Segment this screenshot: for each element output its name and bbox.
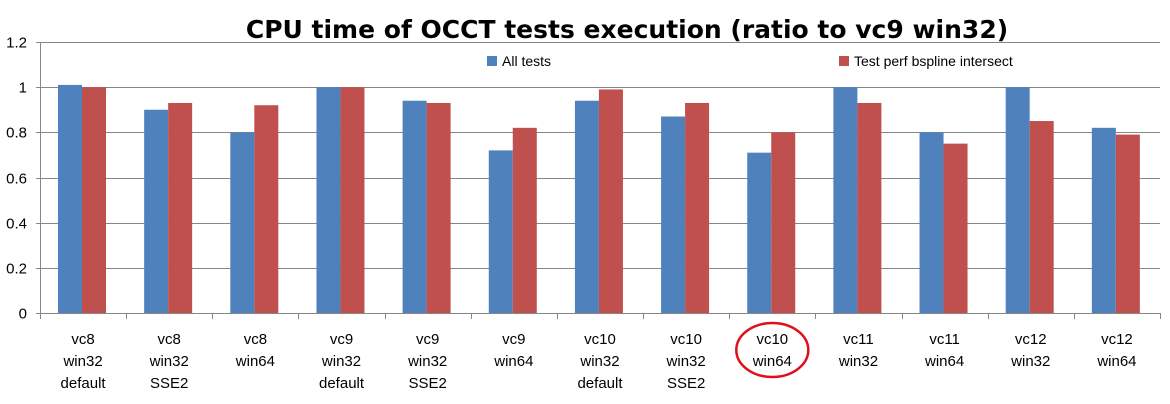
bar-bspline-intersect xyxy=(1115,134,1140,313)
x-axis xyxy=(40,42,1161,319)
y-tick-label: 1 xyxy=(19,80,27,97)
x-category-label: win64 xyxy=(752,353,792,370)
bar-all-tests xyxy=(316,87,341,314)
x-category-label: win32 xyxy=(62,353,102,370)
y-tick-label: 0.8 xyxy=(6,125,27,142)
legend: All tests Test perf bspline intersect xyxy=(487,53,1013,69)
x-category-label: vc11 xyxy=(929,331,960,348)
bar-all-tests xyxy=(661,116,686,314)
bar-bspline-intersect xyxy=(426,102,451,313)
bar-bspline-intersect xyxy=(1029,121,1054,314)
bar-all-tests xyxy=(230,132,255,313)
x-category-label: SSE2 xyxy=(150,375,188,392)
x-category-label: vc8 xyxy=(158,331,181,348)
bar-all-tests xyxy=(1091,127,1116,313)
x-category-label: vc8 xyxy=(71,331,94,348)
bar-bspline-intersect xyxy=(685,102,710,313)
x-category-label: default xyxy=(61,375,107,392)
bar-bspline-intersect xyxy=(168,102,193,313)
bar-all-tests xyxy=(919,132,944,313)
legend-swatch xyxy=(839,56,849,66)
x-category-label: vc12 xyxy=(1015,331,1047,348)
annotations xyxy=(735,321,810,379)
x-category-label: win64 xyxy=(493,353,533,370)
bar-all-tests xyxy=(747,152,772,313)
bar-bspline-intersect xyxy=(512,127,537,313)
y-axis-tick-labels: 0 0.2 0.4 0.6 0.8 1 1.2 xyxy=(6,35,40,323)
x-category-label: win64 xyxy=(924,353,964,370)
bar-bspline-intersect xyxy=(771,132,796,313)
x-category-label: vc10 xyxy=(756,331,788,348)
bar-all-tests xyxy=(833,87,858,314)
bar-all-tests xyxy=(58,84,82,314)
bar-bspline-intersect xyxy=(254,105,279,313)
x-category-label: vc12 xyxy=(1101,331,1133,348)
bar-bspline-intersect xyxy=(857,102,882,313)
x-category-label: win64 xyxy=(1096,353,1136,370)
legend-label: Test perf bspline intersect xyxy=(854,53,1013,69)
bar-all-tests xyxy=(1005,87,1030,314)
bar-bspline-intersect xyxy=(943,143,968,313)
x-category-label: win32 xyxy=(838,353,878,370)
x-category-label: vc11 xyxy=(843,331,874,348)
y-tick-label: 1.2 xyxy=(6,35,27,52)
legend-swatch xyxy=(487,56,497,66)
highlight-ellipse xyxy=(735,321,810,379)
bar-bspline-intersect xyxy=(340,87,365,314)
x-category-label: vc10 xyxy=(670,331,702,348)
x-category-label: vc10 xyxy=(584,331,616,348)
x-category-label: win32 xyxy=(149,353,189,370)
y-tick-label: 0.4 xyxy=(6,216,27,233)
x-category-label: vc9 xyxy=(416,331,439,348)
x-category-label: win64 xyxy=(235,353,275,370)
bar-all-tests xyxy=(402,100,427,313)
bar-all-tests xyxy=(574,100,599,313)
x-category-label: default xyxy=(319,375,365,392)
bar-bspline-intersect xyxy=(598,89,623,313)
x-category-label: SSE2 xyxy=(409,375,447,392)
bar-all-tests xyxy=(144,109,169,313)
x-category-label: win32 xyxy=(1010,353,1050,370)
x-category-label: vc8 xyxy=(244,331,267,348)
bar-all-tests xyxy=(488,150,513,313)
x-axis-category-labels: vc8 win32 default vc8 win32 SSE2 vc8 win64 vc9 wi… xyxy=(61,331,1137,392)
x-category-label: default xyxy=(577,375,623,392)
x-category-label: win32 xyxy=(321,353,361,370)
legend-label: All tests xyxy=(502,53,551,69)
bars xyxy=(58,84,1140,314)
y-tick-label: 0.6 xyxy=(6,171,27,188)
bar-bspline-intersect xyxy=(82,87,106,314)
x-category-label: vc9 xyxy=(502,331,525,348)
x-category-label: win32 xyxy=(407,353,447,370)
y-tick-label: 0.2 xyxy=(6,261,27,278)
y-tick-label: 0 xyxy=(19,306,27,323)
x-category-label: win32 xyxy=(666,353,706,370)
x-category-label: SSE2 xyxy=(667,375,705,392)
x-category-label: win32 xyxy=(579,353,619,370)
chart-title: CPU time of OCCT tests execution (ratio … xyxy=(246,15,1008,44)
x-category-label: vc9 xyxy=(330,331,353,348)
